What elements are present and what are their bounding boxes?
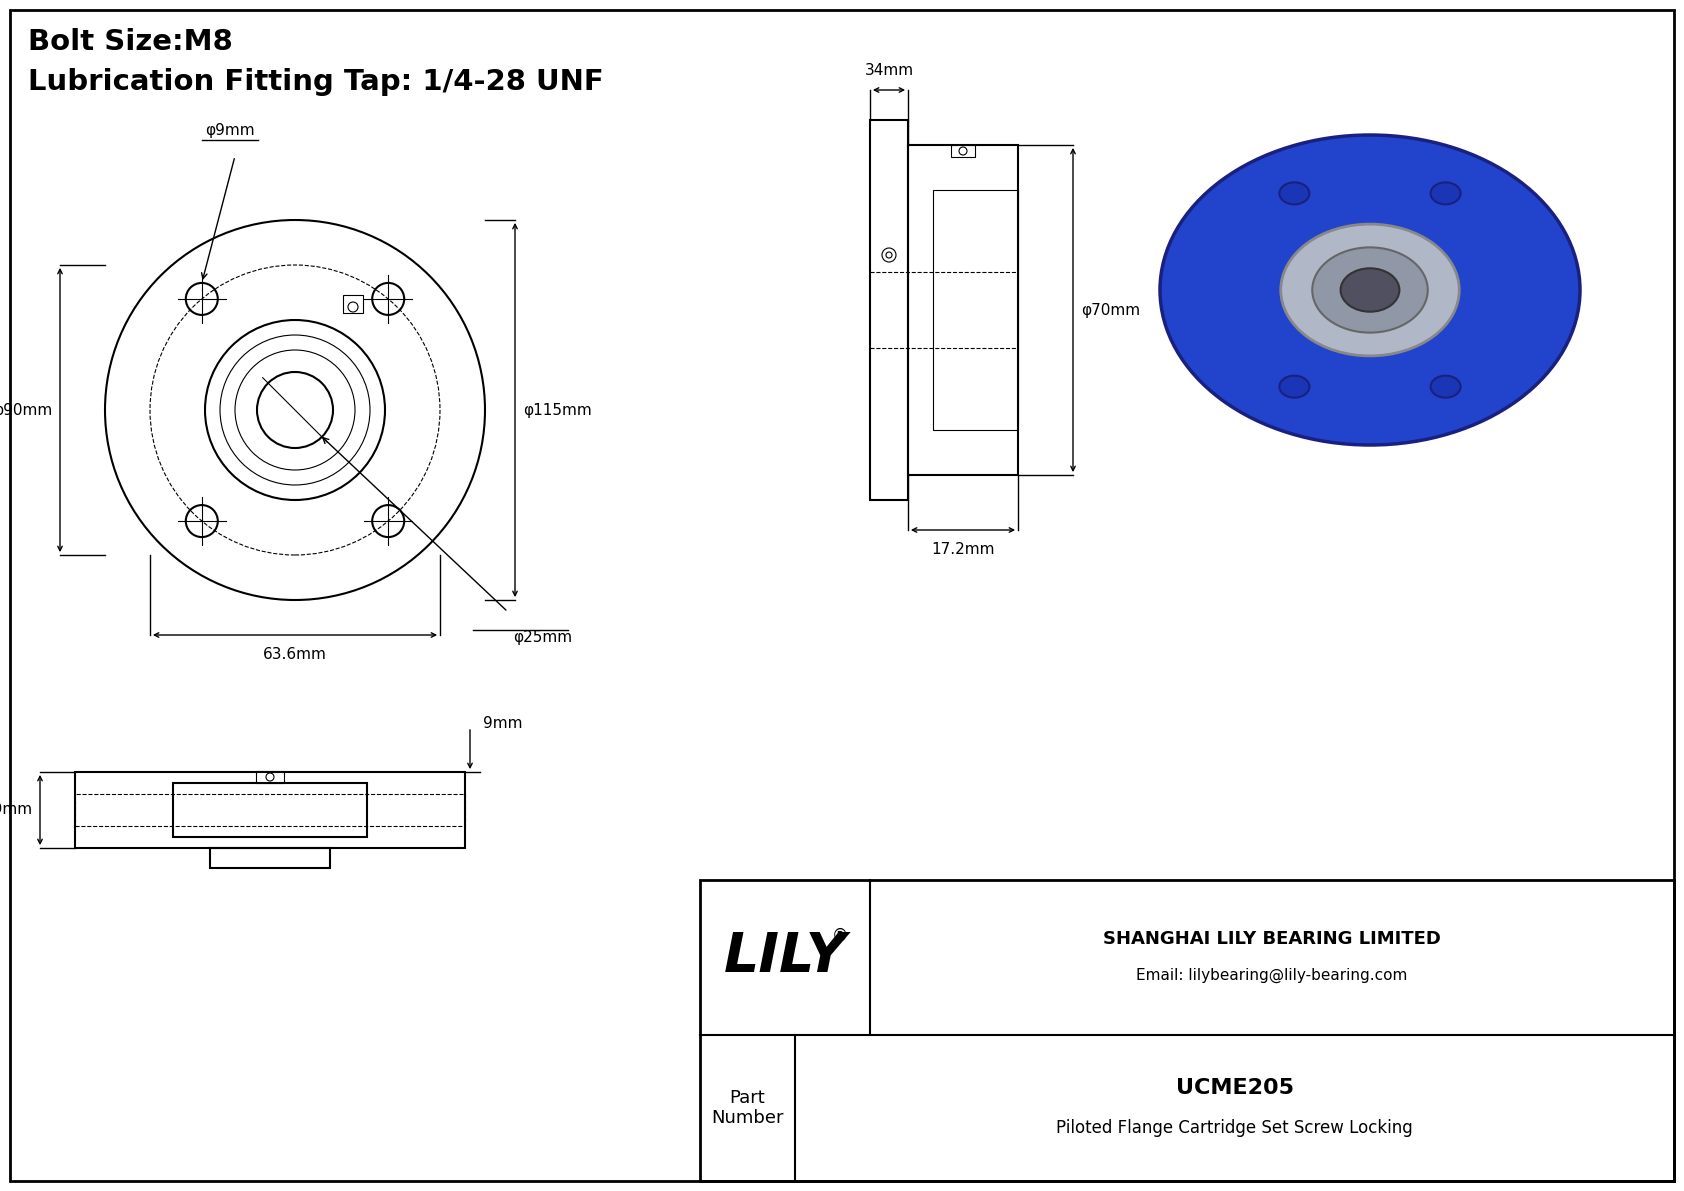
Text: Lubrication Fitting Tap: 1/4-28 UNF: Lubrication Fitting Tap: 1/4-28 UNF: [29, 68, 605, 96]
Text: UCME205: UCME205: [1175, 1078, 1293, 1098]
Bar: [76, 772, 465, 848]
Text: φ70mm: φ70mm: [1081, 303, 1140, 318]
Bar: [210, 848, 330, 868]
Text: φ90mm: φ90mm: [0, 403, 52, 418]
Text: 17.2mm: 17.2mm: [931, 542, 995, 557]
Text: 34mm: 34mm: [864, 63, 913, 77]
Ellipse shape: [1280, 375, 1310, 398]
Bar: [871, 120, 908, 500]
Text: ®: ®: [832, 927, 849, 944]
Bar: [76, 794, 465, 827]
Text: φ115mm: φ115mm: [524, 403, 591, 418]
Ellipse shape: [1280, 182, 1310, 205]
Text: LILY: LILY: [724, 930, 847, 985]
Text: Bolt Size:M8: Bolt Size:M8: [29, 29, 232, 56]
Text: SHANGHAI LILY BEARING LIMITED: SHANGHAI LILY BEARING LIMITED: [1103, 930, 1442, 948]
Ellipse shape: [1312, 248, 1428, 332]
Ellipse shape: [1340, 268, 1399, 312]
Bar: [256, 771, 285, 782]
Text: φ25mm: φ25mm: [514, 630, 573, 646]
Bar: [908, 145, 1019, 475]
Text: Part
Number: Part Number: [711, 1089, 783, 1128]
Ellipse shape: [1431, 182, 1460, 205]
Bar: [701, 880, 1674, 1181]
Text: 9mm: 9mm: [483, 717, 522, 731]
Text: φ9mm: φ9mm: [205, 123, 254, 138]
Bar: [173, 782, 367, 837]
Ellipse shape: [1282, 224, 1460, 356]
Text: 19mm: 19mm: [0, 803, 32, 817]
Bar: [933, 191, 1019, 430]
Text: Piloted Flange Cartridge Set Screw Locking: Piloted Flange Cartridge Set Screw Locki…: [1056, 1120, 1413, 1137]
Bar: [951, 145, 975, 157]
Text: 63.6mm: 63.6mm: [263, 647, 327, 662]
Ellipse shape: [1431, 375, 1460, 398]
Ellipse shape: [1160, 135, 1580, 445]
Text: Email: lilybearing@lily-bearing.com: Email: lilybearing@lily-bearing.com: [1137, 968, 1408, 983]
Bar: [344, 295, 364, 313]
